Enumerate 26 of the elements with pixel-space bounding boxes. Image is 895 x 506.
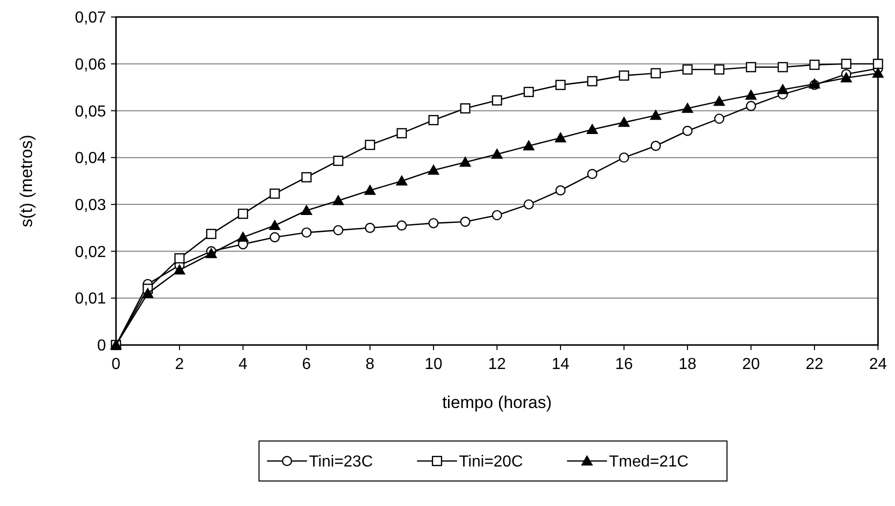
x-tick-label: 10 [424,356,442,373]
y-axis-title: s(t) (metros) [17,134,36,228]
x-tick-label: 14 [552,356,570,373]
x-tick-label: 12 [488,356,506,373]
x-tick-label: 24 [869,356,887,373]
y-tick-label: 0,07 [74,10,106,27]
x-tick-label: 18 [678,356,696,373]
y-tick-label: 0,06 [74,56,106,74]
y-tick-label: 0,04 [74,150,106,168]
x-tick-label: 2 [175,356,184,373]
y-tick-label: 0,05 [74,103,106,120]
x-axis-title: tiempo (horas) [442,393,552,412]
y-tick-label: 0,03 [74,197,106,214]
x-tick-label: 20 [742,356,760,373]
legend-label: Tini=23C [309,454,373,471]
x-tick-label: 22 [806,356,824,373]
y-tick-label: 0 [97,338,106,355]
x-tick-label: 16 [615,356,633,373]
y-tick-label: 0,02 [74,244,106,261]
x-tick-label: 8 [366,356,375,373]
x-tick-label: 4 [238,356,248,373]
y-tick-label: 0,01 [74,290,106,308]
x-tick-label: 0 [112,356,121,373]
legend-label: Tmed=21C [609,454,689,471]
x-tick-label: 6 [302,356,312,373]
legend-label: Tini=20C [459,454,523,471]
